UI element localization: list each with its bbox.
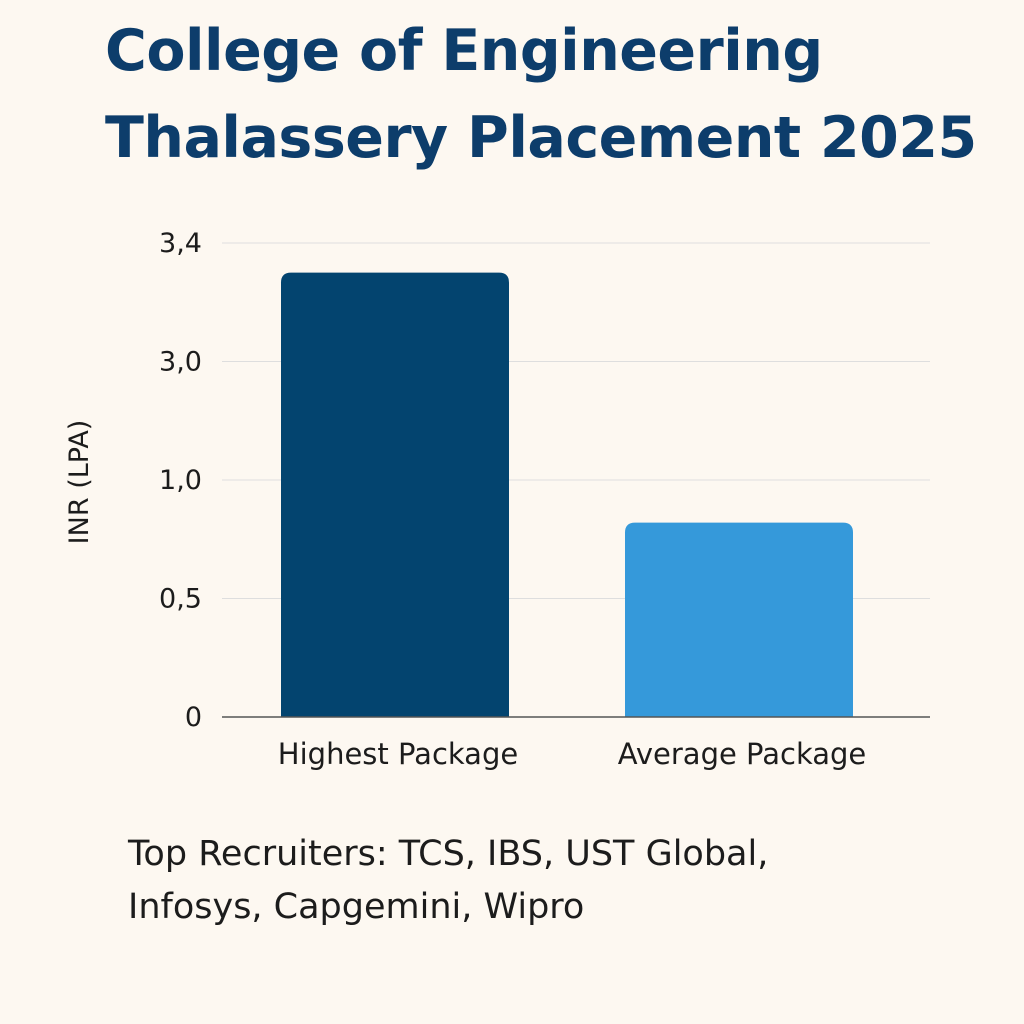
x-category-label: Highest Package (278, 737, 518, 771)
y-tick-label: 3,0 (159, 347, 202, 378)
y-tick-label: 0 (185, 702, 202, 733)
recruiters-line-2: Infosys, Capgemini, Wipro (128, 887, 585, 927)
title-line-2: Thalassery Placement 2025 (105, 105, 977, 171)
y-tick-label: 3,4 (159, 228, 202, 259)
bar-average-package (625, 522, 853, 717)
y-axis-label: INR (LPA) (64, 420, 95, 545)
recruiters-line-1: Top Recruiters: TCS, IBS, UST Global, (128, 834, 769, 874)
page-title: College of Engineering Thalassery Placem… (105, 8, 1005, 182)
bar-chart: 0 0,5 1,0 3,0 3,4 Highest Package Average Pack… (64, 228, 930, 771)
bars (281, 272, 853, 717)
top-recruiters-text: Top Recruiters: TCS, IBS, UST Global, In… (128, 828, 928, 934)
axis-labels: 0 0,5 1,0 3,0 3,4 Highest Package Average Pack… (64, 228, 866, 771)
x-category-label: Average Package (618, 737, 867, 771)
y-tick-label: 0,5 (159, 584, 202, 615)
y-tick-label: 1,0 (159, 465, 202, 496)
bar-highest-package (281, 272, 509, 717)
title-line-1: College of Engineering (105, 18, 823, 84)
